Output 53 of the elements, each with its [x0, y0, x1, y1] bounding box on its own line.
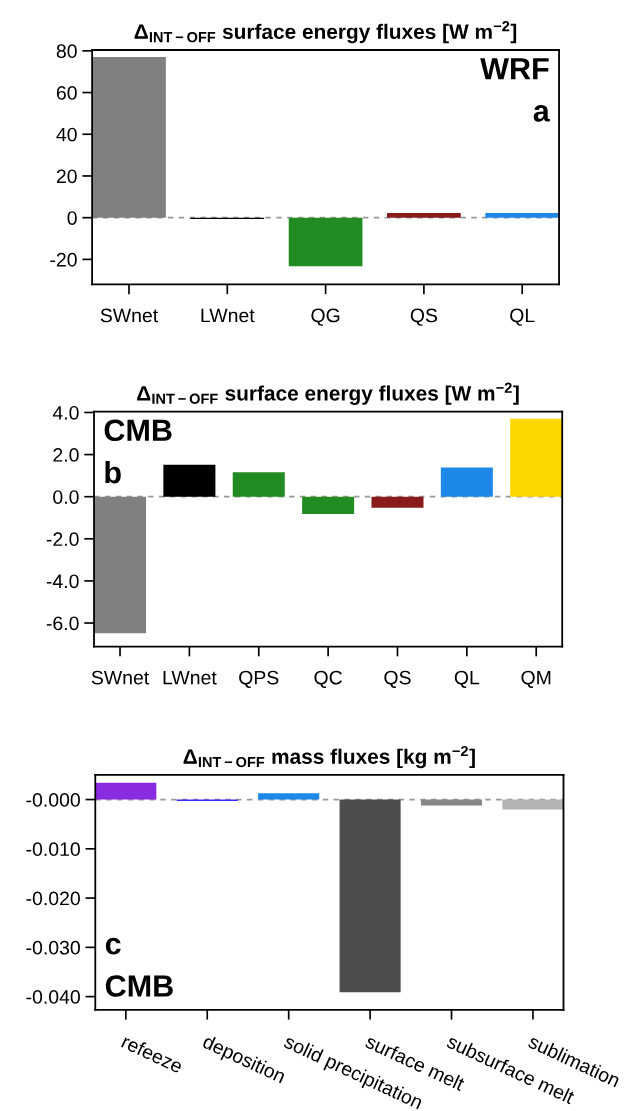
bar [502, 799, 564, 810]
x-tick-label: SWnet [91, 670, 150, 685]
y-tick-label: -0.030 [26, 940, 80, 955]
x-tick-label: LWnet [201, 308, 255, 323]
bar [94, 496, 147, 634]
bar [485, 212, 560, 218]
x-tick-label: SWnet [100, 308, 159, 323]
annotation: CMB [105, 975, 173, 997]
chart-title: Δ$_{INT−OFF}$ surface energy fluxes [W m$^{−2}$] [134, 20, 517, 44]
bar [387, 212, 461, 218]
bar [371, 496, 424, 508]
x-tick-label: QS [384, 670, 411, 688]
y-tick-label: 80 [56, 44, 77, 59]
y-tick-label: 20 [56, 169, 77, 184]
y-tick-label: -0.010 [26, 842, 80, 857]
annotation: WRF [480, 58, 549, 80]
bar [95, 782, 157, 800]
annotation: a [533, 104, 550, 122]
chart-title: Δ$_{INT−OFF}$ surface energy fluxes [W m$^{−2}$] [137, 382, 519, 405]
bar [339, 799, 401, 993]
y-tick-label: 60 [56, 86, 77, 100]
y-tick-label: -4.0 [46, 574, 79, 589]
x-tick-label: QG [311, 308, 340, 326]
x-tick-label: QL [454, 670, 480, 688]
bar [302, 496, 355, 514]
annotation: b [105, 460, 121, 484]
x-tick-label: QS [410, 308, 438, 326]
bar [232, 472, 285, 497]
x-tick-label: QC [314, 670, 342, 688]
bar [163, 464, 216, 497]
y-tick-label: -2.0 [46, 532, 79, 547]
annotation: CMB [104, 419, 172, 442]
bar [510, 418, 563, 497]
y-tick-label: -0.000 [26, 793, 80, 807]
y-tick-label: 2.0 [53, 448, 79, 462]
y-tick-label: 0 [67, 211, 77, 225]
annotation: c [105, 937, 121, 955]
x-tick-label: QL [510, 308, 535, 326]
bar [440, 467, 493, 497]
y-tick-label: -0.020 [26, 891, 80, 906]
bar [288, 217, 363, 267]
y-tick-label: -0.040 [26, 990, 80, 1004]
y-tick-label: -6.0 [46, 616, 79, 631]
bar [92, 56, 166, 218]
y-tick-label: 0.0 [53, 490, 79, 504]
x-tick-label: QM [521, 670, 551, 688]
x-tick-label: LWnet [163, 670, 217, 685]
bar [258, 793, 320, 800]
x-tick-label: QPS [239, 670, 279, 688]
y-tick-label: -20 [50, 252, 77, 267]
y-tick-label: 40 [56, 127, 77, 142]
chart-title: Δ$_{INT−OFF}$ mass fluxes [kg m$^{−2}$] [183, 745, 475, 769]
y-tick-label: 4.0 [52, 405, 79, 420]
